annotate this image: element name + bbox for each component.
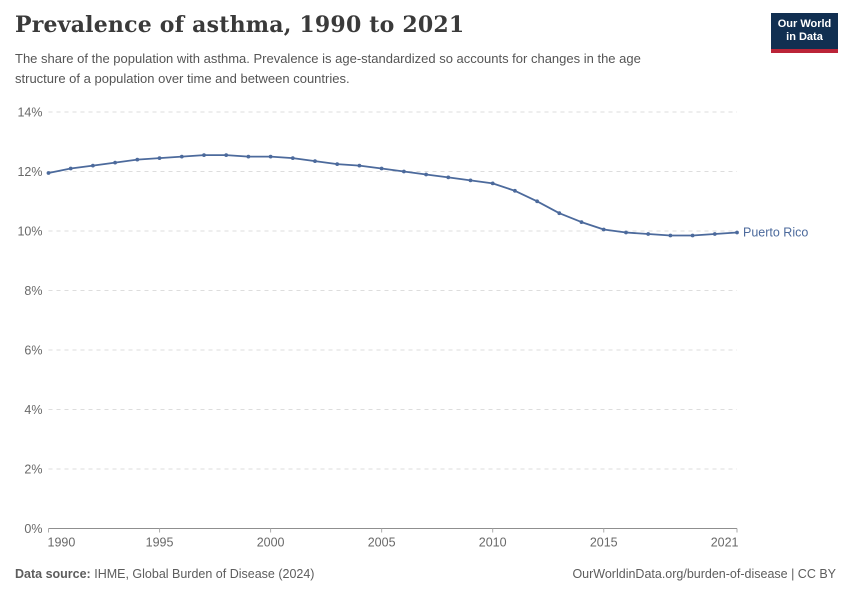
owid-logo[interactable]: Our World in Data — [771, 13, 838, 53]
data-source-label: Data source: — [15, 567, 91, 581]
data-point-1991 — [68, 166, 73, 171]
data-point-2009 — [468, 178, 473, 183]
data-point-2000 — [268, 154, 273, 159]
data-point-2012 — [535, 199, 539, 204]
credit-license: | CC BY — [787, 567, 836, 581]
y-axis-label-10pct: 10% — [17, 225, 42, 239]
data-point-1998 — [224, 153, 229, 158]
x-axis-label-1990: 1990 — [48, 536, 76, 550]
data-point-2010 — [490, 181, 495, 186]
data-source-text: IHME, Global Burden of Disease (2024) — [94, 567, 315, 581]
x-axis-label-1995: 1995 — [146, 536, 174, 550]
credit-note: OurWorldinData.org/burden-of-disease | C… — [572, 567, 836, 581]
line-puerto-rico — [47, 154, 738, 237]
data-point-2002 — [313, 159, 317, 164]
y-axis-label-14pct: 14% — [17, 106, 42, 120]
data-point-2011 — [513, 188, 517, 193]
x-axis-label-2021: 2021 — [711, 536, 739, 550]
data-point-2007 — [424, 172, 428, 177]
data-point-2006 — [402, 169, 406, 174]
data-point-2004 — [357, 163, 362, 168]
x-axis-label-2000: 2000 — [257, 536, 285, 550]
credit-link[interactable]: OurWorldinData.org/burden-of-disease — [572, 567, 788, 581]
data-point-2003 — [335, 162, 340, 167]
data-point-1996 — [179, 154, 184, 159]
y-axis-label-6pct: 6% — [24, 344, 42, 358]
y-axis-label-8pct: 8% — [24, 284, 42, 298]
chart-subtitle: The share of the population with asthma.… — [15, 49, 775, 89]
y-axis-label-0pct: 0% — [24, 522, 42, 536]
owid-logo-line1: Our World — [777, 18, 832, 30]
chart-title: Prevalence of asthma, 1990 to 2021 — [15, 12, 465, 38]
data-point-1999 — [246, 154, 251, 159]
data-point-2014 — [579, 220, 584, 225]
data-point-2020 — [712, 232, 717, 236]
x-axis-label-2010: 2010 — [479, 536, 507, 550]
data-point-2005 — [379, 166, 384, 171]
x-axis-label-2005: 2005 — [368, 536, 396, 550]
data-point-2008 — [446, 175, 451, 180]
data-point-2016 — [624, 230, 628, 235]
data-point-2001 — [290, 156, 295, 161]
owid-logo-line2: in Data — [786, 31, 823, 43]
y-axis-label-12pct: 12% — [17, 165, 42, 179]
data-point-2013 — [557, 211, 562, 216]
subtitle-line-1: The share of the population with asthma.… — [15, 51, 641, 66]
y-axis-label-4pct: 4% — [24, 403, 42, 417]
data-point-1994 — [135, 157, 140, 162]
y-axis-label-2pct: 2% — [24, 463, 42, 477]
x-axis-label-2015: 2015 — [590, 536, 618, 550]
subtitle-line-2: structure of a population over time and … — [15, 71, 350, 86]
data-source-note: Data source: IHME, Global Burden of Dise… — [15, 567, 314, 581]
data-point-2021 — [735, 230, 739, 235]
data-point-2017 — [646, 232, 651, 236]
data-point-2019 — [690, 233, 695, 238]
data-point-1993 — [113, 160, 117, 165]
entity-label-puerto-rico[interactable]: Puerto Rico — [743, 226, 808, 240]
data-point-1990 — [46, 171, 51, 175]
data-point-1992 — [91, 163, 95, 168]
data-point-2015 — [601, 227, 606, 232]
data-point-1995 — [157, 156, 162, 161]
data-point-2018 — [668, 233, 673, 238]
data-point-1997 — [202, 153, 206, 158]
